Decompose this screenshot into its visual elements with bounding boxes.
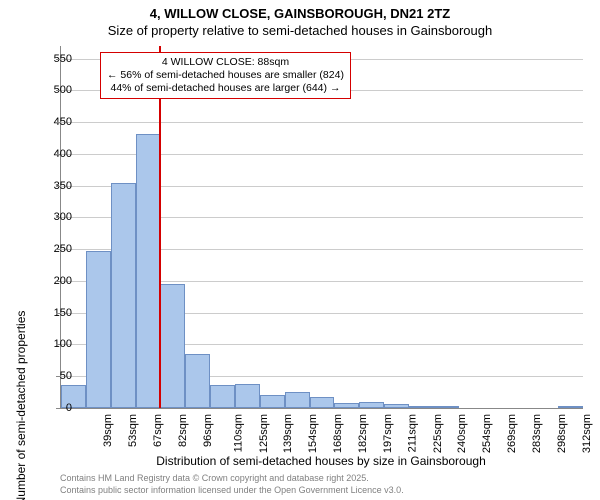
y-tick-label: 400 bbox=[32, 148, 72, 160]
annotation-line2: ← 56% of semi-detached houses are smalle… bbox=[107, 69, 344, 82]
y-tick-mark bbox=[56, 186, 60, 187]
y-tick-label: 350 bbox=[32, 180, 72, 192]
x-tick-label: 82sqm bbox=[177, 414, 189, 447]
gridline bbox=[61, 122, 583, 123]
y-tick-mark bbox=[56, 59, 60, 60]
x-tick-label: 96sqm bbox=[202, 414, 214, 447]
x-tick-label: 240sqm bbox=[457, 414, 469, 453]
x-tick-label: 39sqm bbox=[102, 414, 114, 447]
y-tick-label: 150 bbox=[32, 307, 72, 319]
annotation-box: 4 WILLOW CLOSE: 88sqm← 56% of semi-detac… bbox=[100, 52, 351, 99]
chart-title-line1: 4, WILLOW CLOSE, GAINSBOROUGH, DN21 2TZ bbox=[0, 6, 600, 21]
x-tick-label: 125sqm bbox=[258, 414, 270, 453]
x-tick-label: 154sqm bbox=[307, 414, 319, 453]
y-tick-mark bbox=[56, 281, 60, 282]
y-tick-label: 100 bbox=[32, 338, 72, 350]
histogram-bar bbox=[235, 384, 260, 408]
x-tick-label: 225sqm bbox=[432, 414, 444, 453]
x-tick-label: 283sqm bbox=[531, 414, 543, 453]
y-tick-label: 200 bbox=[32, 275, 72, 287]
x-tick-label: 110sqm bbox=[232, 414, 244, 452]
x-tick-label: 312sqm bbox=[581, 414, 593, 453]
histogram-bar bbox=[334, 403, 359, 408]
histogram-bar bbox=[310, 397, 335, 408]
y-tick-mark bbox=[56, 217, 60, 218]
plot-area bbox=[60, 46, 583, 409]
histogram-bar bbox=[384, 404, 409, 408]
histogram-bar bbox=[409, 406, 434, 408]
x-tick-label: 197sqm bbox=[382, 414, 394, 453]
y-axis-label: Number of semi-detached properties bbox=[14, 46, 28, 408]
annotation-line1: 4 WILLOW CLOSE: 88sqm bbox=[107, 56, 344, 69]
x-tick-label: 298sqm bbox=[556, 414, 568, 453]
y-tick-mark bbox=[56, 122, 60, 123]
chart-title-line2: Size of property relative to semi-detach… bbox=[0, 23, 600, 38]
y-tick-label: 0 bbox=[32, 402, 72, 414]
y-tick-label: 50 bbox=[32, 370, 72, 382]
y-tick-label: 450 bbox=[32, 116, 72, 128]
histogram-bar bbox=[359, 402, 384, 408]
histogram-bar bbox=[136, 134, 161, 408]
histogram-bar bbox=[558, 406, 583, 408]
histogram-bar bbox=[160, 284, 185, 408]
y-tick-mark bbox=[56, 344, 60, 345]
histogram-bar bbox=[185, 354, 210, 408]
y-tick-mark bbox=[56, 408, 60, 409]
chart-container: 4, WILLOW CLOSE, GAINSBOROUGH, DN21 2TZ … bbox=[0, 0, 600, 500]
reference-line bbox=[159, 46, 161, 408]
y-tick-label: 500 bbox=[32, 84, 72, 96]
x-tick-label: 254sqm bbox=[481, 414, 493, 453]
x-tick-label: 269sqm bbox=[506, 414, 518, 453]
histogram-bar bbox=[86, 251, 111, 409]
y-tick-mark bbox=[56, 90, 60, 91]
histogram-bar bbox=[210, 385, 235, 408]
x-tick-label: 67sqm bbox=[152, 414, 164, 447]
x-axis-label: Distribution of semi-detached houses by … bbox=[60, 454, 582, 468]
histogram-bar bbox=[434, 406, 459, 408]
footer-line1: Contains HM Land Registry data © Crown c… bbox=[60, 473, 369, 483]
y-tick-label: 550 bbox=[32, 53, 72, 65]
histogram-bar bbox=[111, 183, 136, 408]
histogram-bar bbox=[260, 395, 285, 408]
x-tick-label: 168sqm bbox=[332, 414, 344, 453]
x-tick-label: 53sqm bbox=[127, 414, 139, 447]
x-tick-label: 139sqm bbox=[283, 414, 295, 453]
y-tick-mark bbox=[56, 249, 60, 250]
x-tick-label: 211sqm bbox=[406, 414, 418, 452]
y-tick-mark bbox=[56, 313, 60, 314]
y-tick-label: 250 bbox=[32, 243, 72, 255]
y-tick-mark bbox=[56, 154, 60, 155]
x-tick-label: 182sqm bbox=[357, 414, 369, 453]
footer-line2: Contains public sector information licen… bbox=[60, 485, 404, 495]
histogram-bar bbox=[285, 392, 310, 408]
y-tick-mark bbox=[56, 376, 60, 377]
annotation-line3: 44% of semi-detached houses are larger (… bbox=[107, 82, 344, 95]
y-tick-label: 300 bbox=[32, 211, 72, 223]
